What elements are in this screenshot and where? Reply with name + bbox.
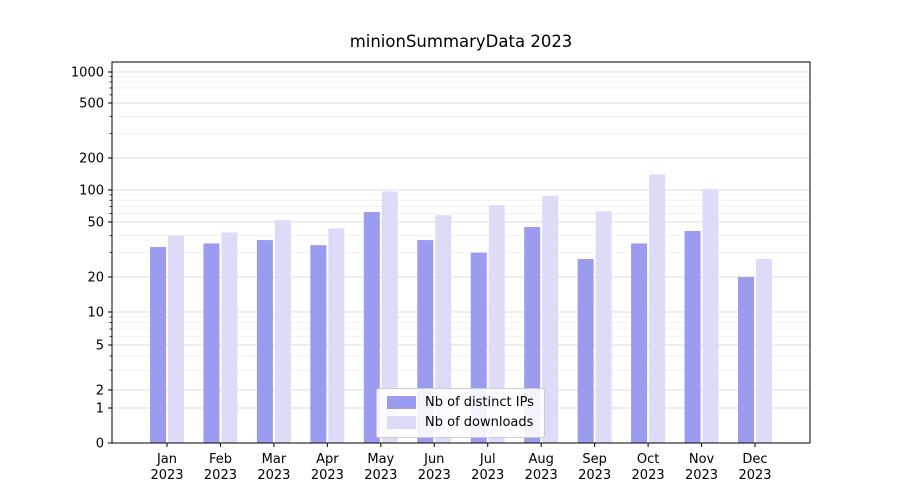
x-tick-label-month: Sep bbox=[582, 452, 607, 467]
bar-distinct-ips-nov bbox=[684, 231, 701, 443]
x-tick-label-year: 2023 bbox=[578, 468, 611, 483]
bar-downloads-nov bbox=[702, 189, 719, 443]
x-tick-label-year: 2023 bbox=[738, 468, 771, 483]
x-tick-label-month: Apr bbox=[316, 452, 339, 467]
bar-downloads-sep bbox=[595, 211, 612, 443]
x-tick-label-month: Aug bbox=[528, 452, 553, 467]
x-tick-label-month: Oct bbox=[637, 452, 659, 467]
y-tick-label: 100 bbox=[79, 184, 104, 199]
bar-distinct-ips-jan bbox=[150, 246, 166, 443]
x-tick-label-year: 2023 bbox=[471, 468, 504, 483]
legend-swatch-downloads bbox=[387, 416, 416, 429]
x-tick-label-year: 2023 bbox=[418, 468, 451, 483]
legend-swatch-distinct-ips bbox=[387, 396, 416, 409]
x-tick-label-year: 2023 bbox=[204, 468, 237, 483]
y-tick-label: 50 bbox=[87, 216, 104, 231]
chart-title: minionSummaryData 2023 bbox=[350, 32, 573, 51]
y-tick-label: 500 bbox=[79, 97, 104, 112]
legend-label-downloads: Nb of downloads bbox=[425, 415, 534, 430]
bar-downloads-feb bbox=[221, 232, 238, 443]
bar-downloads-oct bbox=[649, 174, 666, 443]
bar-distinct-ips-oct bbox=[631, 243, 648, 443]
x-tick-label-month: Jun bbox=[423, 452, 444, 467]
bar-downloads-jun bbox=[435, 215, 452, 443]
legend: Nb of distinct IPs Nb of downloads bbox=[376, 388, 545, 438]
legend-item-distinct-ips: Nb of distinct IPs bbox=[387, 396, 534, 409]
legend-label-distinct-ips: Nb of distinct IPs bbox=[425, 395, 534, 410]
y-tick-label: 10 bbox=[87, 306, 104, 321]
x-tick-label-year: 2023 bbox=[632, 468, 665, 483]
y-tick-label: 0 bbox=[96, 437, 104, 452]
x-tick-label-month: Dec bbox=[742, 452, 767, 467]
x-tick-label-year: 2023 bbox=[257, 468, 290, 483]
x-tick-label-month: Feb bbox=[209, 452, 232, 467]
x-tick-label-year: 2023 bbox=[150, 468, 183, 483]
bar-distinct-ips-dec bbox=[738, 277, 754, 443]
bar-distinct-ips-apr bbox=[310, 245, 327, 443]
y-tick-label: 20 bbox=[87, 271, 104, 286]
y-tick-label: 5 bbox=[96, 339, 104, 354]
x-tick-label-month: Mar bbox=[262, 452, 287, 467]
x-tick-label-year: 2023 bbox=[311, 468, 344, 483]
bar-downloads-jul bbox=[488, 205, 505, 443]
x-tick-label-month: May bbox=[367, 452, 394, 467]
bar-downloads-apr bbox=[328, 228, 345, 443]
x-tick-label-year: 2023 bbox=[364, 468, 397, 483]
legend-item-downloads: Nb of downloads bbox=[387, 416, 534, 429]
y-tick-label: 200 bbox=[79, 152, 104, 167]
x-tick-label-month: Jan bbox=[156, 452, 177, 467]
x-tick-label-year: 2023 bbox=[525, 468, 558, 483]
y-tick-label: 1000 bbox=[71, 66, 104, 81]
y-tick-label: 2 bbox=[96, 384, 104, 399]
bar-downloads-dec bbox=[756, 258, 772, 443]
bar-distinct-ips-may bbox=[363, 212, 380, 443]
bar-distinct-ips-mar bbox=[256, 240, 273, 443]
bar-downloads-mar bbox=[274, 220, 291, 443]
x-tick-label-month: Jul bbox=[479, 452, 496, 467]
bar-downloads-aug bbox=[542, 195, 559, 443]
axes: 01251020501002005001000Jan2023Feb2023Mar… bbox=[71, 61, 811, 483]
x-tick-label-year: 2023 bbox=[685, 468, 718, 483]
y-tick-label: 1 bbox=[96, 402, 104, 417]
bar-downloads-jan bbox=[168, 235, 184, 443]
bar-distinct-ips-feb bbox=[203, 243, 220, 443]
bar-downloads-may bbox=[381, 191, 398, 443]
x-tick-label-month: Nov bbox=[689, 452, 715, 467]
bar-distinct-ips-sep bbox=[577, 258, 594, 443]
